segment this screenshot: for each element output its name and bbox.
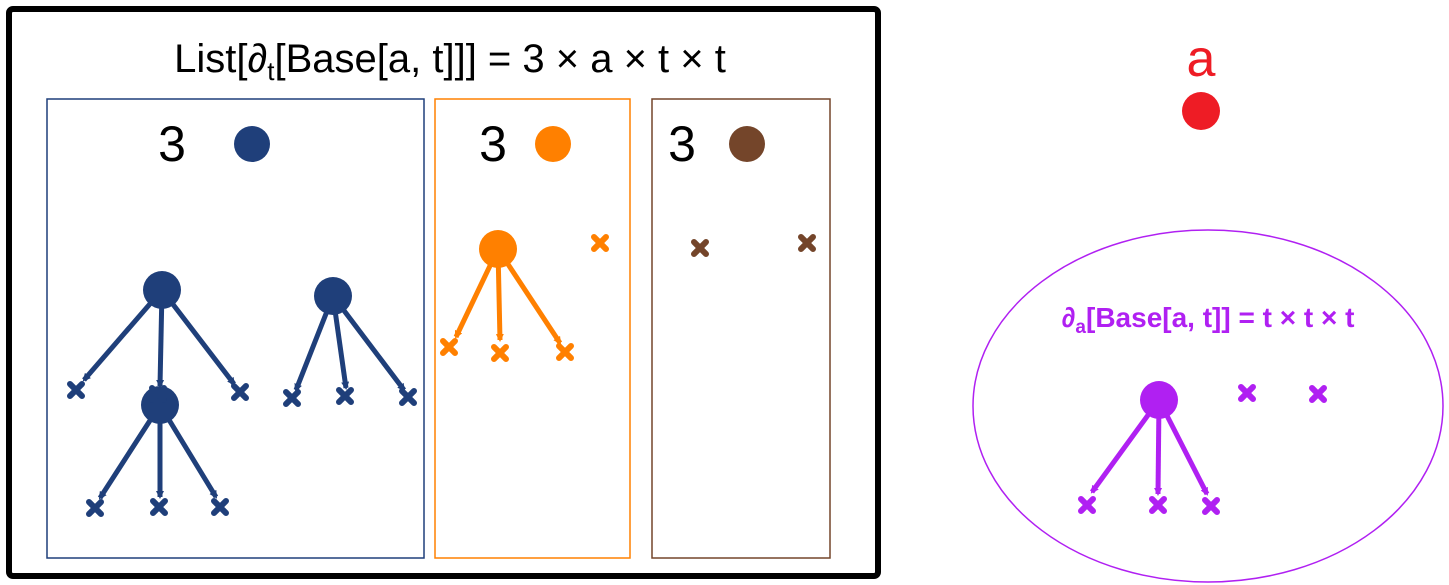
leaf-cross-icon: [67, 381, 85, 399]
panel-brown: [651, 98, 831, 559]
leaf-cross-icon: [1309, 385, 1327, 403]
leaf-cross-icon: [440, 338, 458, 356]
panel-orange: [434, 98, 631, 559]
leaf-cross-icon: [798, 234, 816, 252]
orange-node-root: [479, 230, 517, 268]
blue-node-child: [141, 386, 179, 424]
purple-leaves: [1078, 384, 1327, 515]
leaf-cross-icon: [556, 343, 574, 361]
panel-blue-coefficient: 3: [158, 116, 186, 172]
panel-blue: [46, 98, 425, 559]
main-formula: List[∂t[Base[a, t]]] = 3 × a × t × t: [174, 37, 726, 86]
panel-blue-coefficient-node: [234, 126, 270, 162]
leaf-cross-icon: [149, 385, 167, 403]
leaf-cross-icon: [491, 344, 509, 362]
leaf-cross-icon: [336, 387, 354, 405]
blue-node-root-2: [314, 277, 352, 315]
leaf-cross-icon: [211, 498, 229, 516]
leaf-cross-icon: [1078, 496, 1096, 514]
derivative-formula: ∂a[Base[a, t]] = t × t × t: [1062, 302, 1355, 338]
orange-leaves: [440, 234, 609, 362]
blue-tree-2: [293, 294, 406, 392]
blue-leaves: [67, 381, 417, 517]
blue-node-root-1: [143, 271, 181, 309]
panel-orange-coefficient-node: [535, 126, 571, 162]
brown-leaves: [691, 234, 816, 257]
leaf-cross-icon: [231, 383, 249, 401]
purple-node-root: [1140, 381, 1178, 419]
variable-node: [1182, 92, 1220, 130]
leaf-cross-icon: [1202, 497, 1220, 515]
leaf-cross-icon: [283, 389, 301, 407]
leaf-cross-icon: [1238, 384, 1256, 402]
variable-label: a: [1187, 30, 1216, 88]
leaf-cross-icon: [691, 239, 709, 257]
leaf-cross-icon: [150, 498, 168, 516]
outer-frame: [6, 6, 881, 579]
leaf-cross-icon: [1149, 496, 1167, 514]
panel-brown-coefficient-node: [729, 126, 765, 162]
leaf-cross-icon: [591, 234, 609, 252]
panel-orange-coefficient: 3: [479, 116, 507, 172]
derivative-ellipse: [972, 229, 1444, 583]
leaf-cross-icon: [86, 499, 104, 517]
panel-brown-coefficient: 3: [668, 116, 696, 172]
leaf-cross-icon: [399, 388, 417, 406]
